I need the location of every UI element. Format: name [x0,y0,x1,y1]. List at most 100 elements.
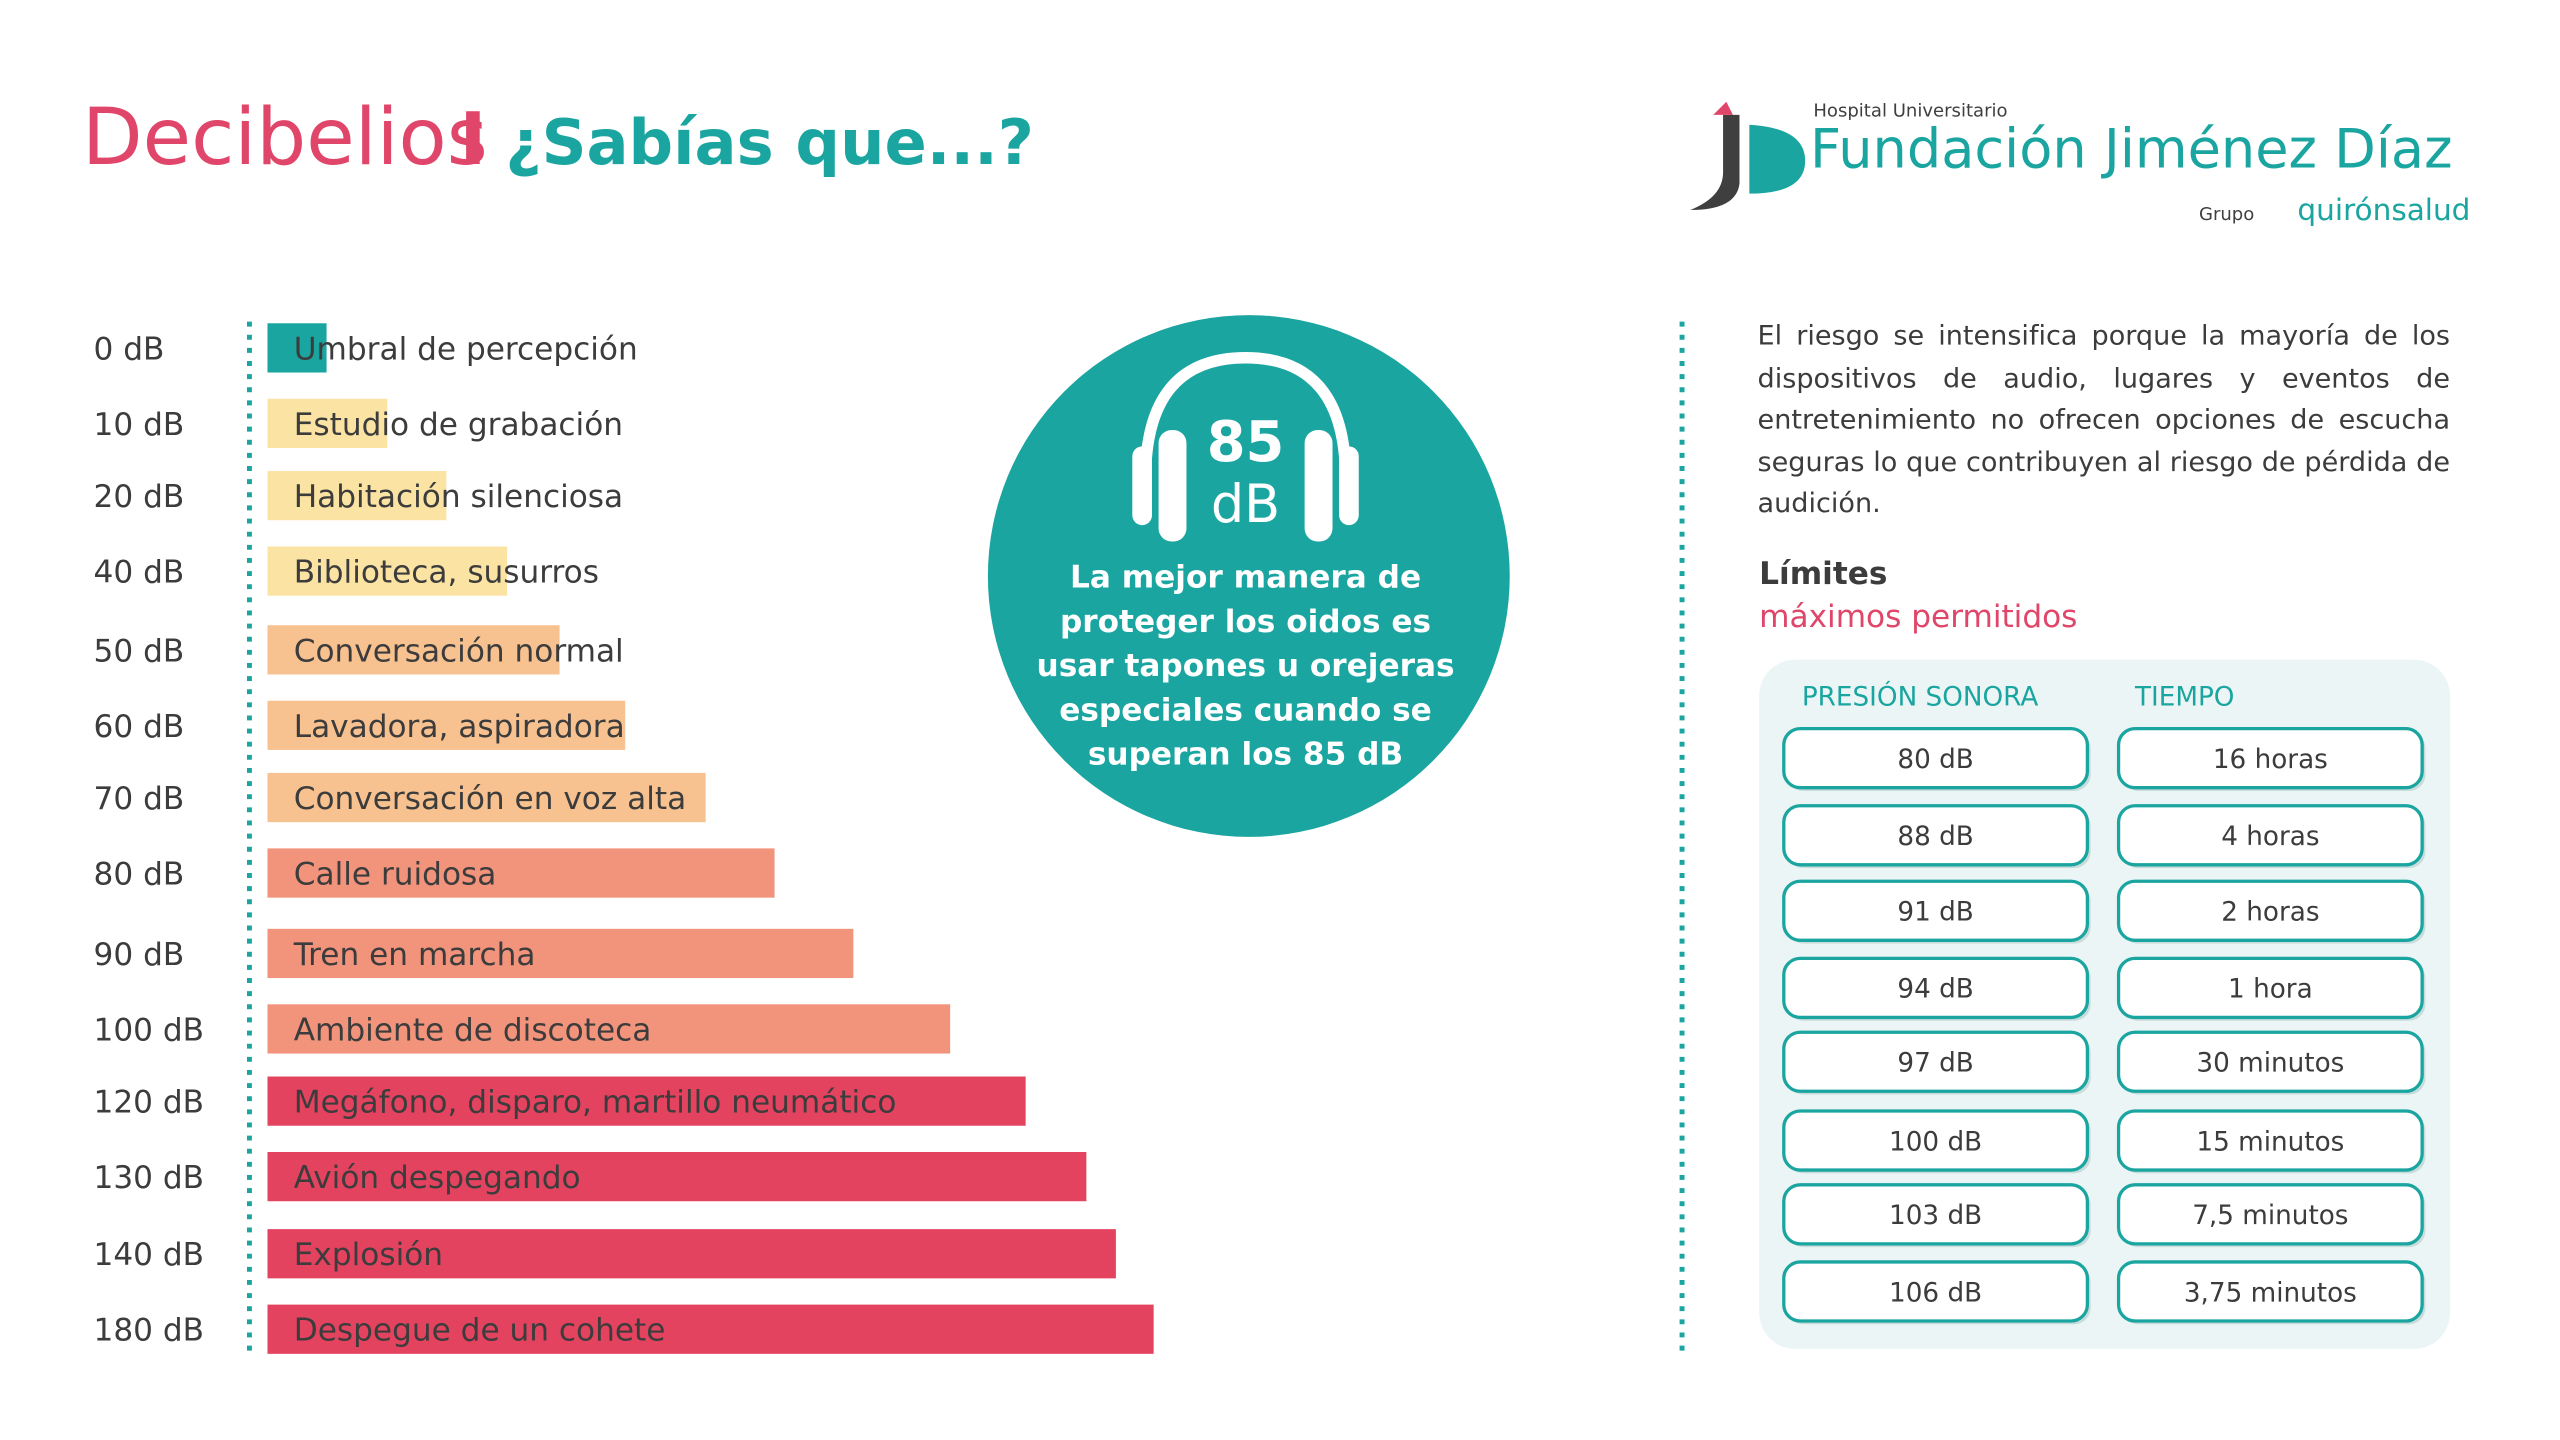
level-list: 0 dB Umbral de percepción 10 dB Estudio de … [94,323,1154,1354]
level-label: Biblioteca, susurros [294,555,599,591]
table-cell-text: 1 hora [2228,975,2313,1005]
headphones-band [1139,351,1352,480]
level-label: Megáfono, disparo, martillo neumático [294,1085,897,1121]
logo-brand: quirónsalud [2297,193,2470,227]
level-label: Umbral de percepción [294,331,638,367]
level-label: Despegue de un cohete [294,1313,666,1349]
level-label: Lavadora, aspiradora [294,709,625,745]
table-cell [2116,1109,2424,1172]
callout-line: especiales cuando se [1059,692,1432,728]
level-value: 10 dB [94,407,185,443]
table-cell-text: 16 horas [2213,745,2328,775]
info-text: El riesgo se intensifica porque la mayor… [1757,320,2451,519]
info-box: El riesgo se intensifica porque la mayor… [1757,320,2451,519]
level-bar [267,700,626,750]
logo-name: Fundación Jiménez Díaz [1810,117,2452,180]
table-cell [2116,804,2424,867]
limits-title: Límites [1759,556,1887,592]
level-label: Conversación en voz alta [294,781,686,817]
table-cell [1782,1030,2090,1093]
callout-text: La mejor manera de proteger los oidos es u… [1037,559,1455,772]
table-header: TIEMPO [2134,683,2235,713]
level-value: 20 dB [94,479,185,515]
level-bar [267,625,560,675]
table-cell-text: 106 dB [1889,1278,1982,1308]
level-bar [267,1004,951,1054]
title: Decibelios [82,91,488,183]
level-bar [267,1229,1116,1279]
headphones-cup [1339,446,1359,526]
logo-mark [1690,101,1806,211]
level-value: 60 dB [94,709,185,745]
table-cell-text: 103 dB [1889,1201,1982,1231]
level-value: 70 dB [94,781,185,817]
level-value: 140 dB [94,1237,205,1273]
table-cell [1782,956,2090,1020]
level-bar [267,772,706,823]
level-label: Habitación silenciosa [294,479,623,515]
table-cell-text: 91 dB [1897,898,1973,928]
headphones-cup [1132,446,1152,526]
table-cell-text: 80 dB [1897,745,1973,775]
level-value: 100 dB [94,1012,205,1048]
separator: I [459,98,486,182]
table-header: PRESIÓN SONORA [1802,681,2038,713]
table-cell [1782,879,2090,942]
level-value: 90 dB [94,937,185,973]
level-label: Avión despegando [294,1160,581,1196]
level-value: 130 dB [94,1160,205,1196]
callout-line: usar tapones u orejeras [1037,648,1455,684]
level-bar [267,848,775,898]
level-value: 0 dB [94,331,165,367]
level-value: 180 dB [94,1313,205,1349]
level-bar [267,1076,1026,1126]
table-cell-text: 97 dB [1897,1049,1973,1079]
table-cell-text: 3,75 minutos [2184,1278,2357,1308]
table-cell [2116,1030,2424,1093]
level-label: Ambiente de discoteca [294,1012,652,1048]
level-bar [267,398,388,448]
level-bar [267,323,327,373]
subtitle: ¿Sabías que...? [505,106,1034,179]
level-value: 50 dB [94,633,185,669]
headphones-cup [1304,429,1333,542]
table-cell-text: 88 dB [1897,822,1973,852]
table-cell [2116,1260,2424,1323]
level-bar [267,1304,1154,1354]
level-bar [267,1152,1087,1202]
level-label: Estudio de grabación [294,407,623,443]
level-bar [267,470,447,521]
logo-group: Grupo [2199,204,2254,225]
level-value: 80 dB [94,857,185,893]
headphones-cup [1158,429,1187,542]
table-cell-text: 100 dB [1889,1127,1982,1157]
level-label: Calle ruidosa [294,857,497,893]
level-value: 40 dB [94,555,185,591]
level-bar [267,928,854,979]
level-label: Conversación normal [294,633,624,669]
table-cell-text: 94 dB [1897,975,1973,1005]
table-cell [1782,726,2090,790]
table-cell [2116,956,2424,1020]
table-cell-text: 15 minutos [2196,1127,2344,1157]
level-value: 120 dB [94,1085,205,1121]
callout-circle [987,315,1510,837]
limits-subtitle: máximos permitidos [1759,599,2077,635]
logo-line: Hospital Universitario [1813,101,2007,122]
table-cell [2116,879,2424,942]
table-cell-text: 2 horas [2221,898,2319,928]
table-cell [2116,1183,2424,1246]
table-cell-text: 30 minutos [2196,1049,2344,1079]
table-cell [1782,1183,2090,1246]
callout-value: 85 [1207,410,1285,475]
callout: 85 dB La mejor manera de proteger los oid… [987,315,1510,837]
level-label: Explosión [294,1237,443,1273]
table-cell [1782,1260,2090,1323]
level-label: Tren en marcha [293,937,536,973]
table-cell [2116,726,2424,790]
table-cell [1782,804,2090,867]
limits-table: PRESIÓN SONORA TIEMPO 80 dB 16 horas 88 dB 4 … [1782,681,2426,1325]
callout-line: proteger los oidos es [1060,604,1431,640]
